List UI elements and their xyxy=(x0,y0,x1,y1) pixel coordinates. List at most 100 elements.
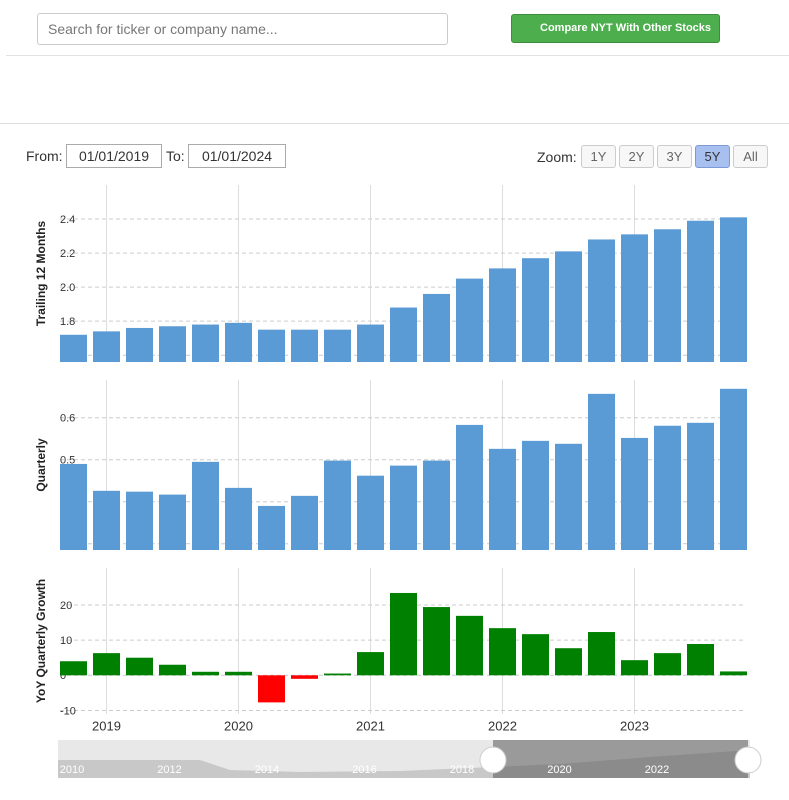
navigator-label: 2010 xyxy=(60,764,84,776)
bar xyxy=(93,490,120,550)
bar xyxy=(159,326,186,362)
zoom-button[interactable]: All xyxy=(733,145,768,168)
zoom-button[interactable]: 1Y xyxy=(581,145,616,168)
bar xyxy=(588,632,615,676)
navigator-label: 2014 xyxy=(255,764,279,776)
bar xyxy=(522,440,549,550)
bar xyxy=(291,495,318,550)
bar xyxy=(423,607,450,676)
x-tick-label: 2020 xyxy=(224,718,253,733)
x-tick-label: 2019 xyxy=(92,718,121,733)
bar xyxy=(390,307,417,362)
bar xyxy=(456,424,483,550)
search-input[interactable]: Search for ticker or company name... xyxy=(37,13,448,45)
bar xyxy=(357,324,384,362)
x-tick-label: 2023 xyxy=(620,718,649,733)
bar xyxy=(522,634,549,676)
to-input[interactable]: 01/01/2024 xyxy=(188,144,286,168)
zoom-button[interactable]: 5Y xyxy=(695,145,730,168)
bar xyxy=(324,673,351,676)
bar xyxy=(654,229,681,362)
bar xyxy=(324,460,351,550)
bar xyxy=(654,425,681,550)
bar xyxy=(423,293,450,362)
bar xyxy=(357,652,384,676)
bar xyxy=(720,217,747,362)
y-tick-label: 0.6 xyxy=(60,413,75,425)
navigator-label: 2020 xyxy=(547,764,571,776)
navigator-selection xyxy=(493,740,748,778)
bar xyxy=(291,329,318,362)
navigator-handle[interactable] xyxy=(479,746,507,774)
y-axis-title: YoY Quarterly Growth xyxy=(34,579,48,703)
bar xyxy=(555,648,582,676)
to-label: To: xyxy=(166,148,185,164)
bar xyxy=(687,422,714,550)
bar xyxy=(687,643,714,676)
y-tick-label: 20 xyxy=(60,600,72,612)
bar xyxy=(225,671,252,676)
bar xyxy=(225,487,252,550)
bar xyxy=(555,443,582,550)
x-tick-label: 2022 xyxy=(488,718,517,733)
bar xyxy=(555,251,582,362)
bar xyxy=(192,324,219,362)
bar xyxy=(192,671,219,676)
bar xyxy=(720,388,747,550)
bar xyxy=(60,334,87,362)
navigator-label: 2016 xyxy=(352,764,376,776)
bar xyxy=(192,461,219,550)
navigator-handle[interactable] xyxy=(734,746,762,774)
y-tick-label: 0.5 xyxy=(60,455,75,467)
navigator-label: 2018 xyxy=(450,764,474,776)
bar xyxy=(126,491,153,550)
x-tick-label: 2021 xyxy=(356,718,385,733)
bar xyxy=(687,220,714,362)
y-tick-label: 2.2 xyxy=(60,248,75,260)
from-input[interactable]: 01/01/2019 xyxy=(66,144,162,168)
divider xyxy=(6,55,789,56)
bar xyxy=(258,329,285,362)
bar xyxy=(291,675,318,679)
bar xyxy=(489,448,516,550)
bar xyxy=(621,437,648,550)
bar xyxy=(126,657,153,676)
bar xyxy=(159,494,186,550)
y-tick-label: 2.0 xyxy=(60,282,75,294)
zoom-label: Zoom: xyxy=(537,149,577,165)
compare-button[interactable]: Compare NYT With Other Stocks xyxy=(511,14,720,43)
bar xyxy=(489,268,516,362)
bar xyxy=(357,475,384,550)
bar xyxy=(60,463,87,550)
y-axis-title: Trailing 12 Months xyxy=(34,221,48,327)
bar xyxy=(225,322,252,362)
bar xyxy=(423,460,450,550)
bar xyxy=(720,671,747,676)
zoom-button[interactable]: 3Y xyxy=(657,145,692,168)
bar xyxy=(258,505,285,550)
bar xyxy=(654,653,681,676)
bar xyxy=(93,653,120,676)
bar xyxy=(159,664,186,676)
y-tick-label: 0 xyxy=(60,670,66,682)
y-tick-label: 2.4 xyxy=(60,214,75,226)
y-tick-label: 10 xyxy=(60,635,72,647)
bar xyxy=(489,628,516,676)
y-tick-label: 1.8 xyxy=(60,316,75,328)
y-tick-label: -10 xyxy=(60,705,76,717)
from-label: From: xyxy=(26,148,63,164)
bar xyxy=(456,615,483,676)
bar xyxy=(621,660,648,676)
bar xyxy=(126,327,153,362)
bar xyxy=(93,331,120,362)
bar xyxy=(60,661,87,676)
bar xyxy=(522,258,549,362)
navigator-label: 2022 xyxy=(645,764,669,776)
bar xyxy=(390,592,417,676)
zoom-button[interactable]: 2Y xyxy=(619,145,654,168)
bar xyxy=(390,465,417,550)
bar xyxy=(588,393,615,550)
y-axis-title: Quarterly xyxy=(34,438,48,492)
